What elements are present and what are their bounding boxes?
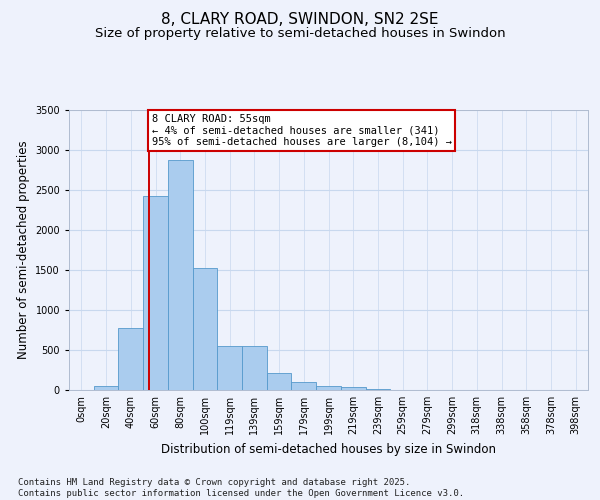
Bar	[94, 386, 118, 390]
Text: Size of property relative to semi-detached houses in Swindon: Size of property relative to semi-detach…	[95, 28, 505, 40]
Bar	[168, 160, 193, 390]
X-axis label: Distribution of semi-detached houses by size in Swindon: Distribution of semi-detached houses by …	[161, 442, 496, 456]
Text: 8, CLARY ROAD, SWINDON, SN2 2SE: 8, CLARY ROAD, SWINDON, SN2 2SE	[161, 12, 439, 28]
Bar	[193, 268, 217, 390]
Bar	[341, 387, 365, 390]
Bar	[242, 346, 267, 390]
Bar	[217, 346, 242, 390]
Y-axis label: Number of semi-detached properties: Number of semi-detached properties	[17, 140, 29, 360]
Bar	[292, 382, 316, 390]
Bar	[365, 389, 390, 390]
Text: 8 CLARY ROAD: 55sqm
← 4% of semi-detached houses are smaller (341)
95% of semi-d: 8 CLARY ROAD: 55sqm ← 4% of semi-detache…	[152, 114, 452, 147]
Bar	[118, 328, 143, 390]
Bar	[143, 196, 168, 390]
Text: Contains HM Land Registry data © Crown copyright and database right 2025.
Contai: Contains HM Land Registry data © Crown c…	[18, 478, 464, 498]
Bar	[267, 373, 292, 390]
Bar	[316, 386, 341, 390]
